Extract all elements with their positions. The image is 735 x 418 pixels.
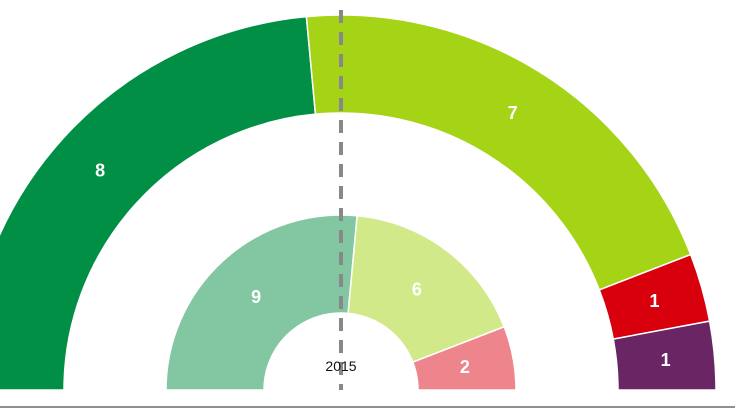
outer-ring-segment-3-label: 1 xyxy=(650,291,660,311)
inner-ring xyxy=(165,214,517,391)
outer-ring xyxy=(0,14,717,391)
inner-ring-segment-2-label: 6 xyxy=(412,279,422,299)
outer-ring-segment-1 xyxy=(0,15,317,391)
center-year-label: 2015 xyxy=(325,358,356,374)
segment-labels: 8 7 1 1 9 6 2 xyxy=(95,103,671,377)
inner-ring-segment-1-label: 9 xyxy=(251,287,261,307)
outer-ring-segment-2-label: 7 xyxy=(508,103,518,123)
outer-ring-segment-4-label: 1 xyxy=(661,350,671,370)
inner-ring-segment-3 xyxy=(411,325,517,391)
outer-ring-segment-2 xyxy=(305,14,692,291)
outer-ring-segment-4 xyxy=(612,320,717,391)
inner-ring-segment-2 xyxy=(347,214,506,364)
inner-ring-segment-3-label: 2 xyxy=(460,357,470,377)
inner-ring-segment-1 xyxy=(165,214,358,391)
outer-ring-segment-1-label: 8 xyxy=(95,160,105,180)
